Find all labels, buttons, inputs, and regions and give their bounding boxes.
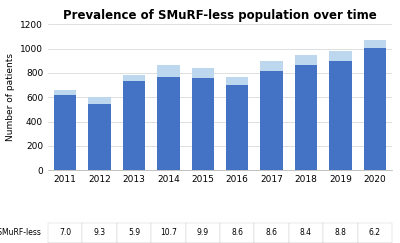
Bar	[226, 77, 248, 85]
Bar	[54, 95, 76, 170]
Bar	[88, 104, 111, 170]
Bar	[329, 51, 352, 61]
Bar	[364, 48, 386, 170]
Bar	[123, 75, 145, 81]
Bar	[192, 78, 214, 170]
Bar	[157, 66, 180, 77]
Bar	[123, 81, 145, 170]
Bar	[226, 85, 248, 170]
Bar	[260, 61, 283, 71]
Bar	[192, 68, 214, 78]
Bar	[295, 55, 317, 65]
Y-axis label: Number of patients: Number of patients	[6, 53, 14, 141]
Bar	[88, 97, 111, 104]
Bar	[157, 77, 180, 170]
Bar	[54, 90, 76, 95]
Bar	[260, 71, 283, 170]
Bar	[295, 65, 317, 170]
Title: Prevalence of SMuRF-less population over time: Prevalence of SMuRF-less population over…	[63, 9, 377, 22]
Bar	[364, 40, 386, 48]
Bar	[329, 61, 352, 170]
